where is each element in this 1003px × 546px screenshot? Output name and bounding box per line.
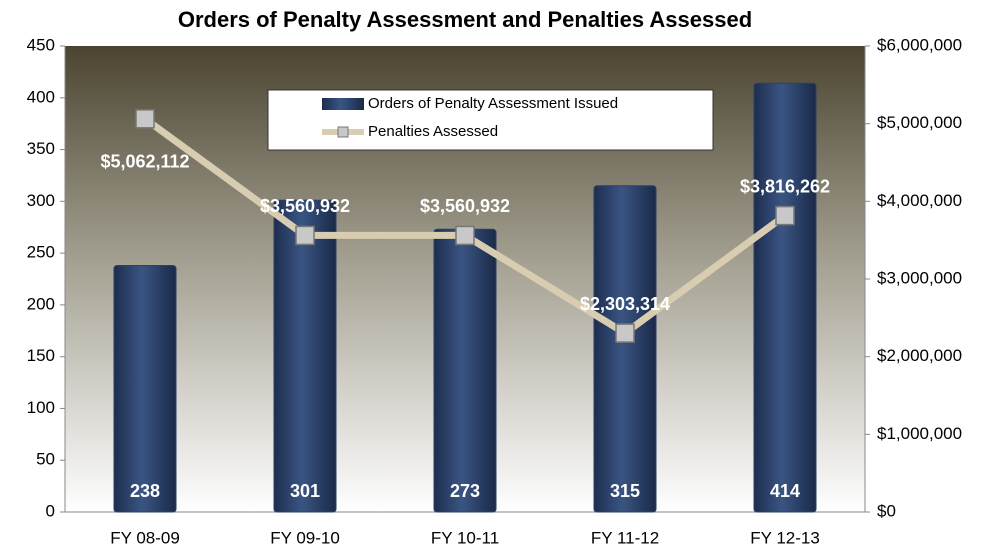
line-value-label: $3,816,262 [740,176,830,196]
y-tick-label: 150 [27,346,55,365]
y-tick-label: 200 [27,294,55,313]
y2-tick-label: $1,000,000 [877,424,962,443]
line-marker [295,225,315,246]
line-marker [455,225,475,246]
y-tick-label: 450 [27,35,55,54]
y-tick-label: 0 [46,501,55,520]
x-tick-label: FY 09-10 [270,528,340,546]
x-tick-label: FY 11-12 [591,528,659,546]
line-marker [615,323,635,343]
y2-tick-label: $4,000,000 [877,191,962,210]
bar-value-label: 238 [130,481,160,501]
line-value-label: $2,303,314 [580,294,670,314]
x-tick-label: FY 12-13 [750,528,820,546]
bar [113,265,177,513]
bar-value-label: 273 [450,481,480,501]
line-value-label: $3,560,932 [260,196,350,216]
x-tick-label: FY 10-11 [431,528,499,546]
bar-value-label: 315 [610,481,640,501]
y-tick-label: 300 [27,191,55,210]
bar-value-label: 301 [290,481,320,501]
y2-tick-label: $2,000,000 [877,346,962,365]
line-value-label: $3,560,932 [420,196,510,216]
chart-title: Orders of Penalty Assessment and Penalti… [178,7,752,32]
y-tick-label: 350 [27,139,55,158]
bar [593,185,657,513]
line-value-label: $5,062,112 [100,152,189,172]
y2-tick-label: $6,000,000 [877,35,962,54]
y-tick-label: 400 [27,87,55,106]
legend-marker [337,126,349,138]
legend-label: Penalties Assessed [368,123,498,140]
bar [753,82,817,513]
y-tick-label: 50 [36,450,55,469]
y2-tick-label: $0 [877,501,896,520]
legend-swatch [322,98,364,110]
x-tick-label: FY 08-09 [110,528,180,546]
bar-value-label: 414 [770,481,800,501]
y-tick-label: 250 [27,243,55,262]
y2-tick-label: $3,000,000 [877,268,962,287]
y2-tick-label: $5,000,000 [877,113,962,132]
legend-label: Orders of Penalty Assessment Issued [368,95,618,112]
line-marker [775,205,795,226]
y-tick-label: 100 [27,398,55,417]
line-marker [135,109,155,129]
bar [433,228,497,513]
bar [273,199,337,513]
